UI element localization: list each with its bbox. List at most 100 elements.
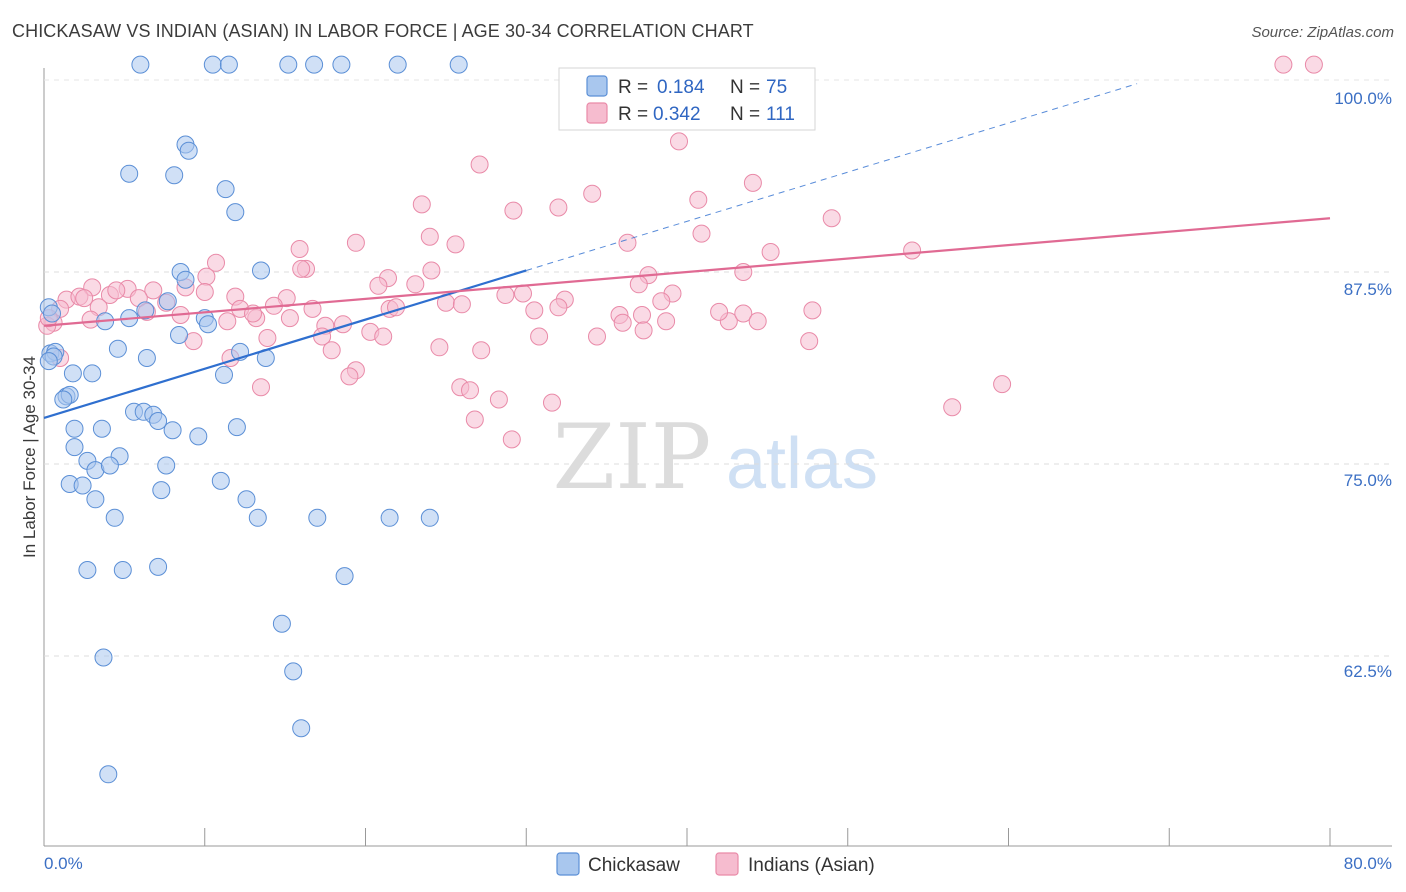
point-indian-6 [412,195,431,214]
point-indian-74 [530,327,549,346]
point-indian-90 [489,390,508,409]
point-indian-5 [583,184,602,203]
point-indian-89 [993,375,1012,394]
point-chickasaw-10 [120,164,139,183]
point-chickasaw-24 [199,315,217,334]
legend-n-value-2: 111 [766,104,795,125]
point-chickasaw-29 [137,349,156,367]
point-indian-10 [689,190,708,209]
point-chickasaw-66 [78,561,97,579]
point-indian-71 [258,329,277,347]
y-axis-label: In Labor Force | Age 30-34 [20,356,39,558]
legend-r-label-2: R = [618,104,648,125]
point-chickasaw-34 [63,364,82,383]
point-chickasaw-0 [131,55,150,74]
point-indian-55 [549,298,568,317]
point-indian-94 [502,430,521,449]
point-indian-79 [322,341,341,360]
point-chickasaw-18 [43,304,61,323]
point-indian-21 [292,259,311,278]
source-label: Source: ZipAtlas.com [1251,24,1394,41]
point-chickasaw-36 [215,365,233,384]
bottom-legend-swatch-chickasaw [556,852,580,876]
point-chickasaw-33 [39,352,58,371]
point-indian-0 [1274,55,1293,74]
trend-line-chickasaw [43,269,527,419]
legend-r-value-1: 0.184 [657,77,705,98]
point-indian-24 [422,261,441,280]
point-chickasaw-25 [170,326,188,344]
point-chickasaw-9 [179,141,198,160]
point-chickasaw-39 [54,390,73,409]
point-chickasaw-11 [165,166,184,185]
point-indian-103 [452,295,471,314]
trend-line-indian [43,217,1331,327]
point-indian-65 [218,312,237,331]
bottom-legend-swatch-indian [715,852,739,876]
x-axis-ticks [43,828,1331,846]
point-chickasaw-59 [237,490,256,509]
point-chickasaw-68 [149,557,168,576]
point-indian-88 [461,381,479,400]
watermark-zip: ZIP [553,405,712,510]
point-chickasaw-3 [279,55,298,74]
trend-lines [43,83,1331,419]
point-indian-73 [374,327,393,346]
point-chickasaw-35 [83,364,102,383]
point-indian-2 [670,132,688,151]
y-tick-label-87-5: 87.5% [1344,280,1392,299]
point-chickasaw-12 [216,180,235,199]
point-chickasaw-73 [292,719,311,738]
point-indian-17 [903,241,922,260]
point-chickasaw-2 [219,55,238,74]
point-indian-98 [107,281,126,300]
data-points [38,55,1323,784]
point-chickasaw-72 [94,648,113,667]
point-indian-101 [710,302,729,321]
point-indian-77 [800,332,819,351]
x-tick-label-max: 80.0% [1344,854,1392,873]
point-chickasaw-69 [335,567,354,586]
legend-swatch-chickasaw [586,75,608,97]
point-indian-1 [1304,55,1323,74]
point-chickasaw-13 [226,203,245,222]
point-indian-86 [252,378,270,397]
point-indian-15 [290,240,309,258]
point-indian-3 [470,155,489,174]
point-indian-93 [465,410,484,429]
point-indian-29 [144,281,163,300]
point-indian-92 [943,398,962,417]
point-chickasaw-58 [211,471,230,490]
legend-r-label-1: R = [618,77,648,98]
point-indian-61 [748,312,767,331]
point-chickasaw-57 [152,481,171,500]
point-chickasaw-63 [308,508,327,527]
point-chickasaw-5 [332,55,351,74]
point-indian-57 [633,306,651,324]
point-indian-60 [734,304,753,323]
point-chickasaw-4 [305,55,324,74]
legend-n-value-1: 75 [766,77,787,98]
point-indian-16 [618,233,637,252]
point-chickasaw-14 [252,261,270,280]
point-indian-54 [525,301,544,320]
point-indian-75 [588,327,606,346]
point-indian-11 [692,224,711,243]
point-indian-100 [369,276,388,295]
point-chickasaw-46 [163,421,182,440]
legend-n-label-2: N = [730,104,760,125]
legend-n-label-1: N = [730,77,760,98]
point-chickasaw-49 [65,438,84,457]
legend-swatch-indian [586,102,608,124]
point-chickasaw-56 [73,476,92,495]
point-chickasaw-43 [149,412,168,430]
point-indian-18 [761,243,780,261]
point-chickasaw-7 [449,55,468,74]
point-indian-105 [496,286,515,304]
point-indian-22 [197,267,216,286]
bottom-legend-label-indian: Indians (Asian) [748,855,875,876]
point-chickasaw-61 [105,508,124,527]
point-indian-32 [406,275,425,294]
point-indian-97 [75,289,94,308]
